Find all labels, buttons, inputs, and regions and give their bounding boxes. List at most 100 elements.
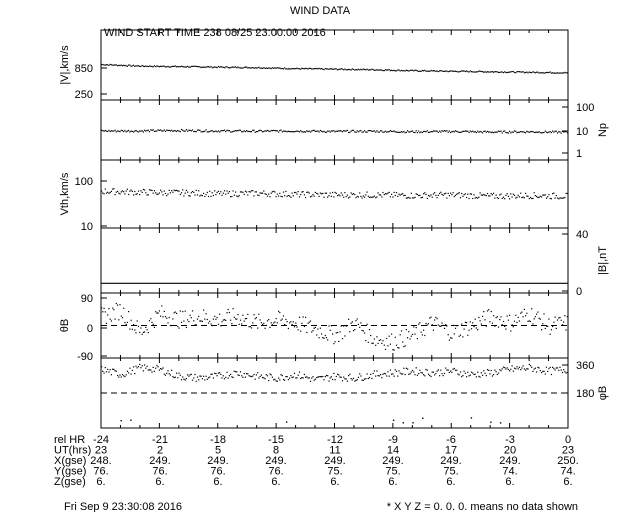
data-point	[295, 322, 297, 324]
data-point	[367, 341, 369, 343]
data-point	[293, 68, 296, 70]
data-point	[204, 66, 206, 68]
data-point	[284, 67, 286, 69]
data-point	[152, 323, 154, 325]
data-point	[136, 320, 138, 322]
data-point	[409, 69, 411, 72]
data-point	[531, 130, 533, 133]
data-point	[198, 315, 200, 317]
data-point	[147, 369, 149, 371]
data-point	[303, 131, 305, 133]
data-point	[126, 130, 128, 132]
data-point	[536, 131, 538, 133]
data-point	[447, 369, 449, 371]
y-tick-label: 0	[87, 323, 93, 335]
data-point	[459, 334, 462, 336]
data-point	[215, 66, 217, 68]
data-point	[109, 191, 111, 194]
data-point	[155, 311, 157, 313]
data-point	[125, 65, 127, 67]
data-point	[502, 196, 505, 198]
data-point	[537, 196, 539, 199]
data-point	[131, 65, 133, 67]
data-point	[559, 316, 561, 319]
data-point	[295, 377, 297, 379]
data-point	[520, 192, 522, 194]
data-point	[445, 192, 447, 194]
data-point	[350, 192, 352, 194]
data-point	[137, 131, 140, 133]
data-point	[305, 67, 307, 69]
data-point	[223, 319, 226, 321]
data-point	[373, 370, 375, 372]
data-point	[436, 70, 438, 72]
data-point	[270, 68, 272, 70]
data-point	[164, 316, 167, 318]
data-point	[244, 376, 246, 378]
data-point	[271, 130, 273, 132]
data-point	[188, 321, 190, 323]
data-point	[249, 131, 251, 133]
data-point	[182, 129, 184, 131]
data-point	[506, 367, 508, 369]
data-point	[380, 374, 382, 376]
x-axis-value: 249.	[265, 455, 286, 467]
data-point	[250, 190, 253, 192]
data-point	[185, 66, 187, 68]
data-point	[397, 347, 399, 349]
data-point	[486, 192, 489, 195]
data-point	[473, 194, 475, 196]
data-point	[203, 309, 205, 311]
data-point	[120, 315, 122, 317]
data-point	[296, 377, 298, 379]
data-point	[547, 196, 549, 198]
data-point	[312, 68, 314, 70]
data-point	[553, 367, 555, 370]
data-point	[403, 195, 405, 197]
data-point	[384, 130, 387, 132]
data-point	[443, 130, 446, 132]
data-point	[173, 189, 175, 191]
data-point	[334, 68, 336, 70]
data-point	[482, 315, 484, 317]
data-point	[399, 334, 401, 336]
data-point	[254, 67, 256, 69]
data-point	[360, 322, 362, 324]
data-point	[195, 189, 197, 191]
data-point	[253, 129, 255, 131]
data-point	[554, 197, 556, 199]
data-point	[454, 194, 457, 196]
data-point	[200, 320, 202, 322]
data-point	[419, 322, 421, 324]
data-point	[381, 130, 383, 132]
data-point	[247, 313, 249, 315]
data-point	[301, 322, 303, 324]
data-point	[450, 192, 452, 194]
data-point	[306, 191, 308, 193]
data-point	[335, 130, 337, 132]
data-point	[430, 375, 432, 378]
data-point	[233, 194, 235, 196]
data-point	[450, 370, 452, 372]
data-point	[282, 130, 285, 132]
data-point	[502, 72, 505, 74]
data-point	[397, 69, 399, 71]
data-point	[507, 195, 509, 197]
data-point	[139, 363, 141, 365]
data-point	[494, 71, 496, 73]
data-point	[414, 131, 416, 134]
data-point	[493, 71, 495, 73]
data-point	[436, 197, 438, 199]
data-point	[423, 329, 425, 331]
y-tick-label: 360	[576, 360, 594, 372]
x-axis-row-label: UT(hrs)	[54, 445, 91, 457]
data-point	[286, 68, 288, 70]
data-point	[225, 193, 227, 195]
data-point	[334, 191, 336, 193]
data-point	[125, 131, 127, 133]
data-point	[411, 130, 414, 132]
data-point	[248, 191, 250, 193]
data-point	[281, 131, 283, 133]
data-point	[446, 70, 448, 72]
data-point	[531, 366, 533, 368]
